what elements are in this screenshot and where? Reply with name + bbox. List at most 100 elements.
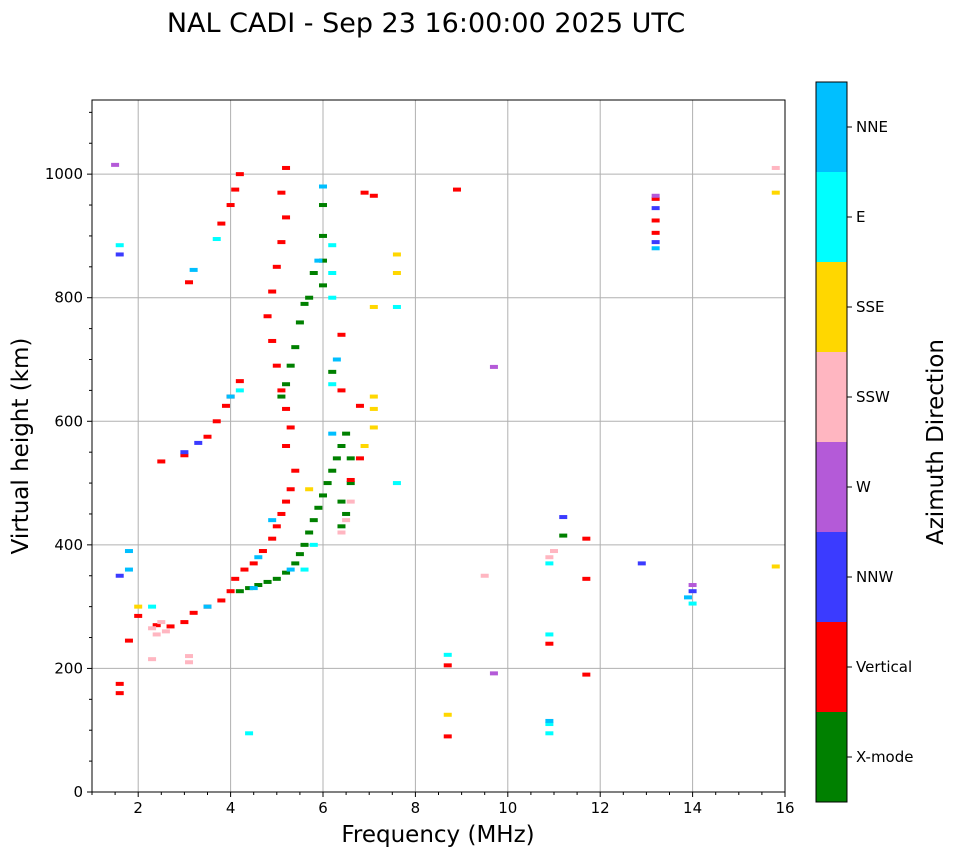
data-point [346,481,355,486]
data-point [115,252,124,257]
data-point [771,165,780,170]
data-point [291,345,300,350]
data-point [342,431,351,436]
y-tick-label: 0 [73,783,83,801]
data-point [152,632,161,637]
data-point [203,434,212,439]
data-point [268,518,277,523]
data-point [545,641,554,646]
data-point [226,589,235,594]
data-point [309,518,318,523]
data-point [111,162,120,167]
data-point [203,604,212,609]
data-point [337,332,346,337]
data-point [392,271,401,275]
data-point [309,542,318,547]
y-tick-label: 400 [54,536,83,554]
data-point [217,221,226,226]
data-point [582,536,591,541]
x-tick-label: 6 [318,799,328,817]
y-axis-label: Virtual height (km) [8,338,34,555]
data-point [337,530,346,535]
data-point [245,586,254,591]
data-point [272,264,281,269]
data-point [683,595,692,600]
data-point [337,524,346,529]
data-point [185,660,194,665]
data-point [392,481,401,486]
data-point [559,515,568,520]
data-point [545,718,554,723]
data-point [134,613,143,618]
data-point [286,363,295,368]
colorbar-segment [816,622,847,712]
data-point [115,243,124,248]
data-point [319,203,327,208]
grid [92,100,786,792]
y-tick-label: 800 [54,289,83,307]
data-point [651,230,660,235]
data-point [346,499,355,504]
colorbar-segment [816,262,847,352]
data-point [134,604,143,609]
data-point [328,295,337,300]
data-point [268,536,277,541]
data-point [360,444,369,448]
data-point [369,193,378,198]
data-point [337,499,346,504]
data-point [272,524,281,529]
x-tick-label: 10 [498,799,517,817]
data-point [305,530,314,535]
y-axis-ticks: 0 200 400 600 800 1000 [45,111,92,801]
data-point [332,357,341,362]
data-point [254,555,263,560]
data-point [235,172,244,177]
data-point [124,567,133,572]
data-point [277,511,286,516]
data-point [300,301,309,306]
data-point [277,190,286,195]
data-point [443,652,452,657]
data-point [277,394,286,399]
data-point [392,252,401,257]
data-point [688,583,697,588]
y-tick-label: 1000 [45,165,83,183]
data-point [443,734,452,739]
data-point [443,663,452,668]
colorbar-label: Azimuth Direction [923,339,949,545]
data-point [305,487,314,492]
colorbar-tick-label: SSE [856,298,885,316]
data-point [157,620,166,625]
data-point [291,561,300,566]
data-point [319,233,327,238]
data-point [148,657,157,662]
data-point [480,573,489,578]
data-point [249,586,258,591]
colorbar-segment [816,82,847,172]
data-point [124,549,133,554]
data-point [286,425,295,430]
colorbar-segment [816,352,847,442]
data-point [328,431,337,436]
data-point [258,549,267,554]
data-point [124,638,133,643]
data-point [291,468,300,473]
data-point [319,258,327,263]
data-point [249,561,258,566]
data-point [277,388,286,393]
data-point [286,567,295,572]
data-point [392,304,401,309]
data-point [342,518,351,523]
data-point [319,283,327,288]
data-point [452,187,461,192]
data-point [328,468,337,473]
data-point [582,672,591,677]
data-point [369,406,378,411]
x-tick-label: 4 [226,799,236,817]
x-tick-label: 16 [775,799,794,817]
colorbar-tick-label: E [856,208,865,226]
data-point [180,453,189,458]
data-point [212,419,221,424]
colorbar-tick-label: SSW [856,388,890,406]
data-point [221,403,230,408]
